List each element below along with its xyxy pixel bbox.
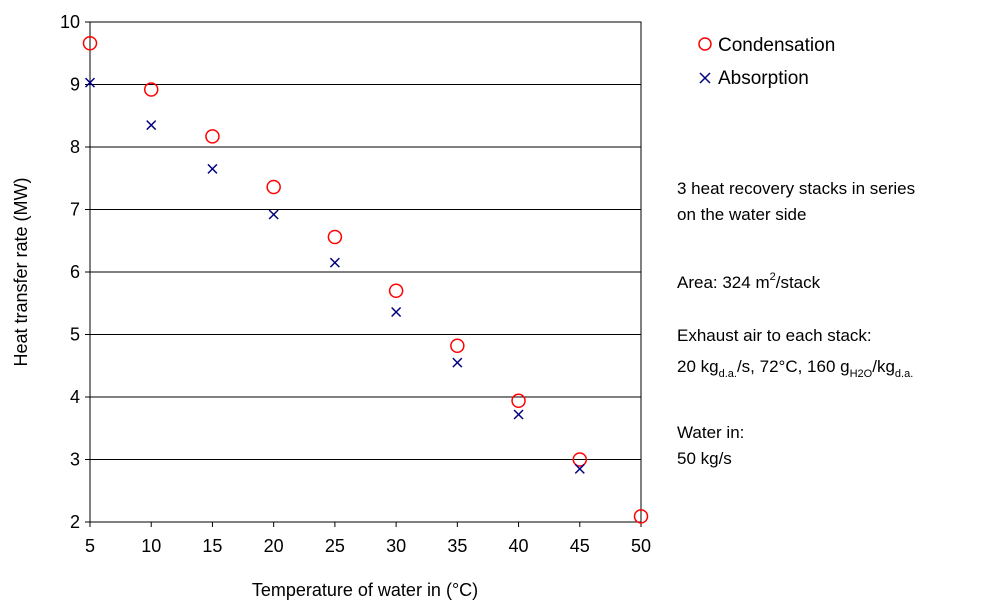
note-exhaust-line1: Exhaust air to each stack:	[677, 326, 872, 345]
absorption-point-10	[146, 120, 157, 131]
y-axis-ticks: 2 3 4 5 6 7 8 9 10	[60, 12, 90, 532]
note-water-line1: Water in:	[677, 423, 744, 442]
note-stacks-line2: on the water side	[677, 205, 806, 224]
x-tick-label-20: 20	[264, 536, 284, 556]
legend-marker-absorption	[699, 72, 711, 84]
x-tick-label-15: 15	[202, 536, 222, 556]
y-tick-label-10: 10	[60, 12, 80, 32]
condensation-point-30	[388, 283, 404, 298]
condensation-point-45	[572, 452, 588, 467]
y-axis-label: Heat transfer rate (MW)	[11, 177, 31, 366]
legend-marker-condensation	[698, 37, 712, 51]
note-area: Area: 324 m2/stack	[677, 271, 821, 292]
absorption-point-20	[268, 209, 279, 220]
condensation-point-25	[327, 229, 343, 245]
y-tick-label-5: 5	[70, 325, 80, 345]
x-axis-label: Temperature of water in (°C)	[252, 580, 478, 600]
absorption-point-40	[513, 409, 524, 420]
condensation-point-10	[143, 82, 159, 97]
y-tick-label-7: 7	[70, 200, 80, 220]
condensation-point-50	[633, 509, 649, 524]
note-stacks-line1: 3 heat recovery stacks in series	[677, 179, 915, 198]
y-tick-label-2: 2	[70, 512, 80, 532]
x-tick-label-45: 45	[570, 536, 590, 556]
legend: Condensation Absorption	[698, 35, 835, 89]
y-tick-label-6: 6	[70, 262, 80, 282]
absorption-point-5	[84, 77, 96, 88]
data-points	[82, 36, 649, 524]
condensation-point-5	[82, 36, 98, 51]
absorption-point-15	[207, 163, 218, 174]
x-tick-label-5: 5	[85, 536, 95, 556]
y-tick-label-3: 3	[70, 450, 80, 470]
absorption-point-35	[452, 357, 463, 368]
y-tick-label-4: 4	[70, 387, 80, 407]
legend-label-absorption: Absorption	[718, 68, 809, 89]
y-tick-label-8: 8	[70, 137, 80, 157]
x-axis-ticks: 5 10 15 20 25 30 35 40 45 50	[85, 522, 651, 556]
x-tick-label-10: 10	[141, 536, 161, 556]
note-water-line2: 50 kg/s	[677, 449, 732, 468]
absorption-point-30	[391, 306, 402, 318]
x-tick-label-30: 30	[386, 536, 406, 556]
x-tick-label-25: 25	[325, 536, 345, 556]
condensation-point-35	[450, 338, 465, 353]
x-tick-label-35: 35	[447, 536, 467, 556]
note-exhaust-line2: 20 kgd.a./s, 72°C, 160 gH2O/kgd.a.	[677, 357, 913, 380]
x-tick-label-50: 50	[631, 536, 651, 556]
condensation-point-40	[511, 393, 526, 408]
condensation-point-20	[266, 179, 281, 195]
legend-label-condensation: Condensation	[718, 35, 835, 56]
y-tick-label-9: 9	[70, 75, 80, 95]
condensation-point-15	[205, 129, 220, 144]
absorption-point-25	[329, 257, 340, 268]
absorption-point-45	[574, 463, 585, 474]
gridlines	[90, 84, 641, 460]
x-tick-label-40: 40	[509, 536, 529, 556]
annotations: 3 heat recovery stacks in series on the …	[677, 179, 915, 468]
